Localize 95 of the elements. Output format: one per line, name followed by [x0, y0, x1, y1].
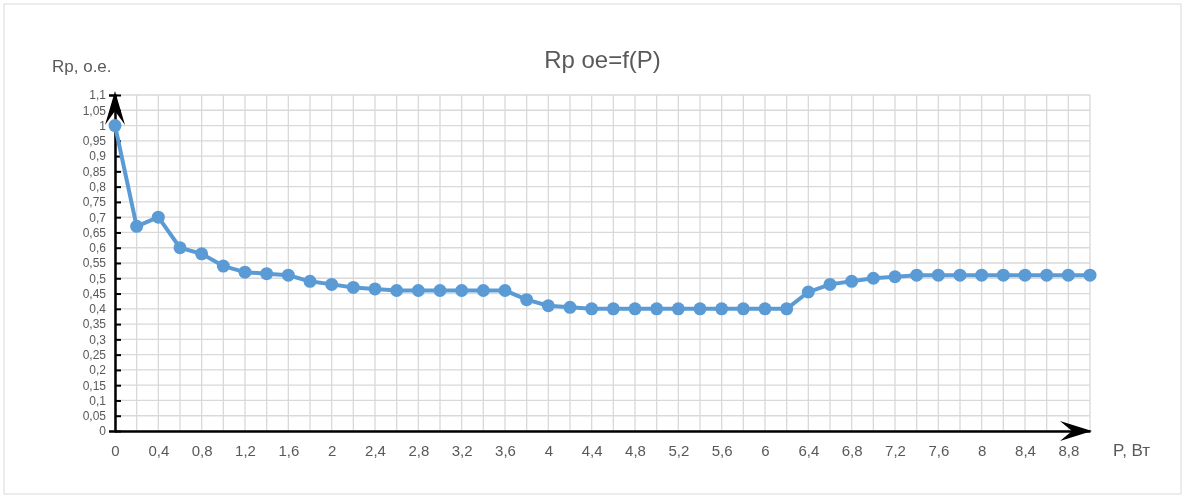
y-tick-label: 0,45 — [82, 286, 107, 301]
point — [736, 302, 750, 316]
x-tick-label: 3,2 — [451, 441, 473, 459]
point — [520, 293, 534, 307]
y-tick-label: 1,1 — [89, 88, 107, 103]
y-tick-label: 0,5 — [89, 271, 107, 286]
point — [498, 283, 512, 297]
x-tick-label: 6,8 — [841, 441, 863, 459]
y-tick-label: 0,3 — [89, 332, 107, 347]
point — [931, 268, 945, 282]
point — [325, 277, 339, 291]
x-tick-label: 8,4 — [1015, 441, 1036, 459]
x-tick-label: 4,8 — [625, 441, 646, 459]
x-tick-label: 6,4 — [798, 441, 820, 459]
x-tick-label: 4,4 — [581, 441, 603, 459]
point — [671, 302, 685, 316]
point — [476, 283, 490, 297]
chart-title: Rp oe=f(P) — [544, 46, 661, 73]
point — [130, 219, 144, 233]
point — [888, 270, 902, 284]
point — [1061, 268, 1075, 282]
point — [801, 285, 815, 299]
point — [303, 274, 317, 288]
point — [433, 283, 447, 297]
x-tick-label: 7,2 — [885, 441, 906, 459]
point — [780, 302, 794, 316]
y-tick-label: 0,05 — [82, 409, 107, 424]
x-tick-label: 7,6 — [928, 441, 950, 459]
point — [823, 277, 837, 291]
point — [996, 268, 1010, 282]
point — [975, 268, 989, 282]
point — [216, 259, 230, 273]
y-tick-label: 0,9 — [89, 149, 107, 164]
y-tick-label: 0,6 — [89, 241, 107, 256]
y-tick-label: 1,05 — [82, 103, 107, 118]
point — [346, 280, 360, 294]
x-tick-label: 1,2 — [235, 441, 256, 459]
x-tick-label: 2,8 — [408, 441, 430, 459]
x-tick-label: 2,4 — [365, 441, 386, 459]
x-tick-label: 0,8 — [191, 441, 213, 459]
point — [368, 282, 382, 296]
point — [260, 267, 274, 281]
x-tick-label: 5,6 — [711, 441, 733, 459]
point — [910, 268, 924, 282]
point — [151, 210, 165, 224]
point — [195, 247, 209, 261]
x-tick-label: 0 — [111, 441, 120, 459]
x-axis-title: P, Вт — [1113, 441, 1151, 460]
point — [585, 302, 599, 316]
x-tick-label: 8,8 — [1058, 441, 1080, 459]
point — [108, 119, 122, 133]
x-tick-label: 1,6 — [278, 441, 300, 459]
point — [1018, 268, 1032, 282]
point — [866, 271, 880, 285]
y-tick-label: 0,15 — [82, 378, 107, 393]
point — [411, 283, 425, 297]
point — [1083, 268, 1097, 282]
point — [650, 302, 664, 316]
y-tick-label: 0,35 — [82, 317, 107, 332]
y-tick-label: 0 — [99, 424, 107, 439]
point — [953, 268, 967, 282]
x-tick-label: 8 — [977, 441, 987, 459]
y-tick-label: 0,65 — [82, 225, 107, 240]
y-tick-label: 1 — [99, 118, 107, 133]
point — [628, 302, 642, 316]
point — [758, 302, 772, 316]
point — [541, 299, 555, 313]
y-tick-label: 0,7 — [89, 210, 107, 225]
point — [563, 300, 577, 314]
y-axis-title: Rp, o.e. — [52, 57, 112, 76]
y-tick-label: 0,85 — [82, 164, 107, 179]
y-tick-label: 0,1 — [89, 393, 107, 408]
point — [238, 265, 252, 279]
y-tick-label: 0,25 — [82, 347, 107, 362]
point — [455, 283, 469, 297]
point — [281, 268, 295, 282]
point — [173, 241, 187, 255]
x-tick-label: 0,4 — [148, 441, 170, 459]
x-tick-label: 6 — [761, 441, 770, 459]
y-tick-label: 0,55 — [82, 256, 107, 271]
x-tick-label: 5,2 — [668, 441, 690, 459]
point — [693, 302, 707, 316]
y-tick-label: 0,4 — [89, 302, 107, 317]
point — [606, 302, 620, 316]
x-tick-label: 2 — [327, 441, 337, 459]
x-tick-label: 3,6 — [495, 441, 516, 459]
point — [715, 302, 729, 316]
y-tick-label: 0,2 — [89, 363, 107, 378]
point — [390, 283, 404, 297]
point — [1040, 268, 1054, 282]
y-tick-label: 0,95 — [82, 134, 107, 149]
point — [845, 274, 859, 288]
y-tick-label: 0,8 — [89, 179, 107, 194]
y-tick-label: 0,75 — [82, 195, 107, 210]
x-tick-label: 4 — [544, 441, 554, 459]
